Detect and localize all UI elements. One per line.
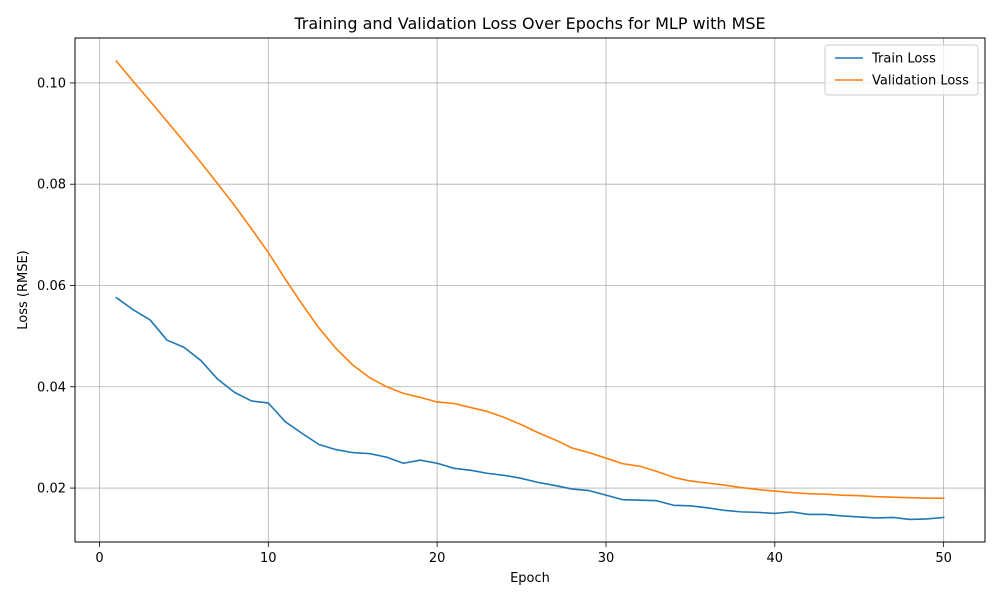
series-line-validation-loss <box>115 60 945 499</box>
x-axis-label: Epoch <box>510 571 550 586</box>
y-tick-label: 0.04 <box>37 380 66 395</box>
y-tick-label: 0.02 <box>37 482 66 497</box>
x-tick-label: 30 <box>598 551 615 566</box>
x-tick-label: 10 <box>260 551 277 566</box>
legend-label-validation-loss: Validation Loss <box>872 74 969 89</box>
legend-label-train-loss: Train Loss <box>871 52 936 67</box>
x-tick-label: 50 <box>935 551 952 566</box>
chart-title: Training and Validation Loss Over Epochs… <box>293 14 765 33</box>
y-tick-label: 0.10 <box>37 76 66 91</box>
series-lines <box>115 60 945 521</box>
x-tick-label: 20 <box>429 551 446 566</box>
legend: Train Loss Validation Loss <box>824 44 979 96</box>
y-tick-label: 0.08 <box>37 178 66 193</box>
y-axis-label: Loss (RMSE) <box>16 250 31 330</box>
axis-ticks: 0 10 20 30 40 50 0.02 0.04 0.06 0.08 0.10 <box>37 76 952 566</box>
y-tick-label: 0.06 <box>37 279 66 294</box>
series-line-train-loss <box>115 296 945 521</box>
plot-frame <box>74 37 986 543</box>
x-tick-label: 40 <box>767 551 784 566</box>
legend-box <box>824 44 979 96</box>
x-tick-label: 0 <box>95 551 103 566</box>
